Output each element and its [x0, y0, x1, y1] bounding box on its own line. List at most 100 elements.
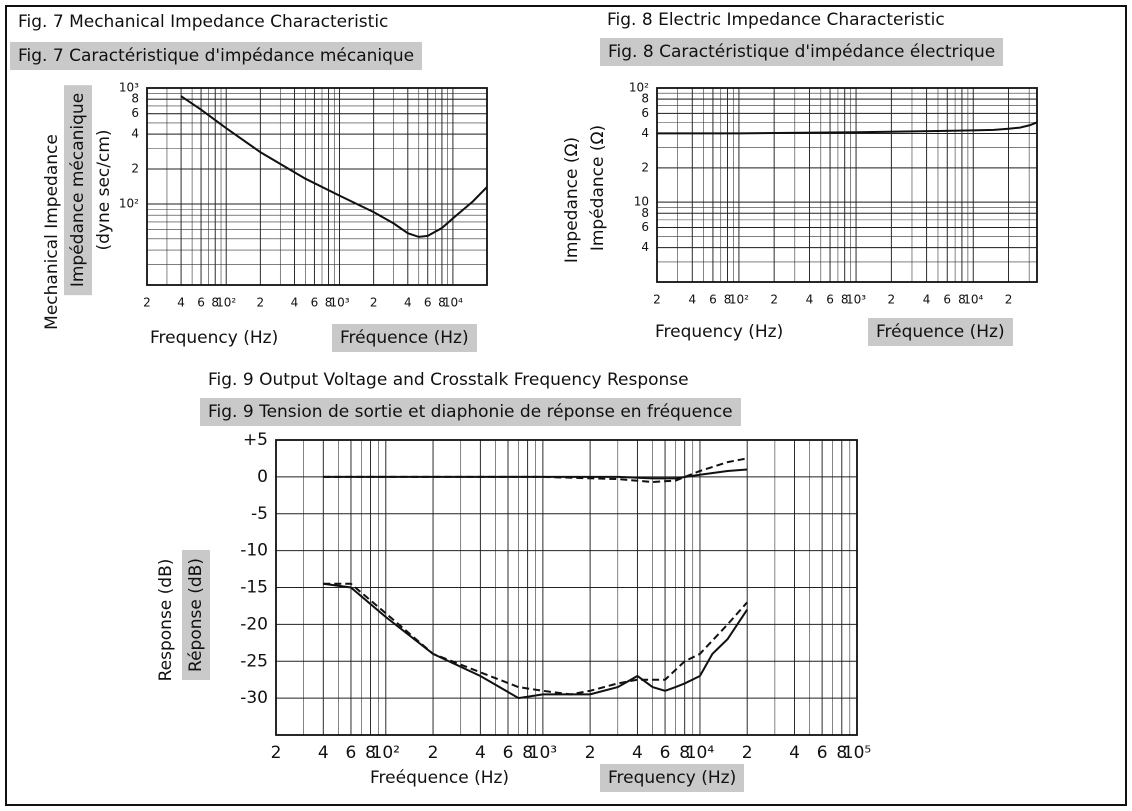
y-tick-label: 4: [131, 127, 139, 141]
x-tick-label: 2: [653, 293, 661, 307]
x-axis-title: Fréquence (Hz): [332, 324, 477, 352]
x-tick-label: 6: [346, 743, 357, 763]
x-tick-label: 6: [709, 293, 717, 307]
series-line: [323, 582, 749, 700]
x-tick-label: 6: [817, 743, 828, 763]
chart-title: Fig. 7 Mechanical Impedance Characterist…: [18, 12, 389, 32]
x-tick-label: 8: [325, 296, 333, 310]
x-tick-label: 10³: [846, 293, 866, 307]
x-tick-label: 4: [923, 293, 931, 307]
x-tick-label: 8: [365, 743, 376, 763]
chart-title: Fig. 8 Electric Impedance Characteristic: [607, 10, 945, 30]
y-tick-label: 10²: [119, 196, 139, 210]
x-tick-label: 6: [826, 293, 834, 307]
y-tick-label: 8: [131, 92, 139, 106]
x-tick-label: 6: [424, 296, 432, 310]
page-frame: [5, 5, 1127, 806]
x-axis-title: Frequency (Hz): [600, 764, 745, 792]
x-tick-label: 4: [291, 296, 299, 310]
x-tick-label: 2: [1005, 293, 1013, 307]
x-tick-label: 10⁴: [963, 293, 983, 307]
y-axis-title: Réponse (dB): [182, 550, 210, 680]
x-tick-label: 10⁵: [843, 743, 871, 763]
chart-subtitle: Fig. 8 Caractéristique d'impédance élect…: [600, 38, 1004, 66]
x-tick-label: 2: [143, 296, 151, 310]
y-tick-label: 10³: [119, 81, 139, 95]
y-tick-label: -10: [240, 541, 268, 561]
x-tick-label: 10²: [372, 743, 400, 763]
x-tick-label: 2: [742, 743, 753, 763]
x-tick-label: 6: [660, 743, 671, 763]
series-line: [323, 457, 748, 484]
plot-frame: [275, 439, 858, 736]
x-tick-label: 4: [318, 743, 329, 763]
y-tick-label: 4: [641, 240, 649, 254]
x-tick-label: 2: [585, 743, 596, 763]
x-tick-label: 8: [836, 743, 847, 763]
y-tick-label: -30: [240, 688, 268, 708]
x-axis-title: Fréquence (Hz): [868, 318, 1013, 346]
y-tick-label: 6: [641, 106, 649, 120]
x-tick-label: 10³: [330, 296, 350, 310]
x-tick-label: 4: [404, 296, 412, 310]
x-tick-label: 8: [958, 293, 966, 307]
y-tick-label: -20: [240, 614, 268, 634]
y-tick-label: 4: [641, 126, 649, 140]
x-tick-label: 8: [211, 296, 219, 310]
x-axis-title: Frequency (Hz): [655, 322, 784, 342]
x-tick-label: 4: [177, 296, 185, 310]
y-tick-label: 10²: [629, 81, 649, 95]
series-line: [657, 121, 1038, 135]
x-tick-label: 10⁴: [443, 296, 463, 310]
y-tick-label: +5: [243, 430, 268, 450]
y-axis-title: Mechanical Impedance: [42, 134, 62, 330]
plot-frame: [656, 87, 1038, 283]
x-tick-label: 2: [888, 293, 896, 307]
y-axis-title: (dyne sec/cm): [94, 129, 114, 251]
y-tick-label: 6: [641, 220, 649, 234]
y-axis-title: Response (dB): [156, 558, 176, 682]
x-tick-label: 4: [688, 293, 696, 307]
y-axis-title: Impedance (Ω): [562, 136, 582, 264]
x-tick-label: 2: [271, 743, 282, 763]
x-tick-label: 10⁴: [686, 743, 715, 763]
x-tick-label: 10³: [529, 743, 557, 763]
y-axis-title: Impédance (Ω): [588, 124, 608, 252]
x-axis-title: Frequency (Hz): [150, 328, 279, 348]
y-tick-label: 6: [131, 106, 139, 120]
x-tick-label: 4: [475, 743, 486, 763]
x-tick-label: 8: [841, 293, 849, 307]
y-tick-label: -15: [240, 578, 268, 598]
x-axis-title: Freéquence (Hz): [370, 768, 510, 788]
y-tick-label: 8: [641, 92, 649, 106]
y-tick-label: -5: [251, 504, 268, 524]
x-tick-label: 6: [311, 296, 319, 310]
x-tick-label: 2: [257, 296, 265, 310]
chart-subtitle: Fig. 9 Tension de sortie et diaphonie de…: [200, 398, 741, 426]
y-tick-label: 2: [131, 162, 139, 176]
y-axis-title: Impédance mécanique: [64, 84, 92, 296]
x-tick-label: 10²: [729, 293, 749, 307]
y-tick-label: -25: [240, 651, 268, 671]
series-line: [180, 95, 488, 238]
x-tick-label: 4: [789, 743, 800, 763]
x-tick-label: 10²: [216, 296, 236, 310]
x-tick-label: 4: [632, 743, 643, 763]
chart-title: Fig. 9 Output Voltage and Crosstalk Freq…: [208, 370, 689, 390]
x-tick-label: 6: [197, 296, 205, 310]
x-tick-label: 8: [522, 743, 533, 763]
y-tick-label: 0: [257, 467, 268, 487]
x-tick-label: 2: [428, 743, 439, 763]
x-tick-label: 4: [806, 293, 814, 307]
plot-frame: [146, 87, 488, 286]
chart-subtitle: Fig. 7 Caractéristique d'impédance mécan…: [10, 42, 423, 70]
x-tick-label: 8: [679, 743, 690, 763]
x-tick-label: 8: [724, 293, 732, 307]
y-tick-label: 10: [634, 195, 649, 209]
x-tick-label: 6: [943, 293, 951, 307]
y-tick-label: 2: [641, 160, 649, 174]
y-tick-label: 8: [641, 206, 649, 220]
x-tick-label: 8: [438, 296, 446, 310]
